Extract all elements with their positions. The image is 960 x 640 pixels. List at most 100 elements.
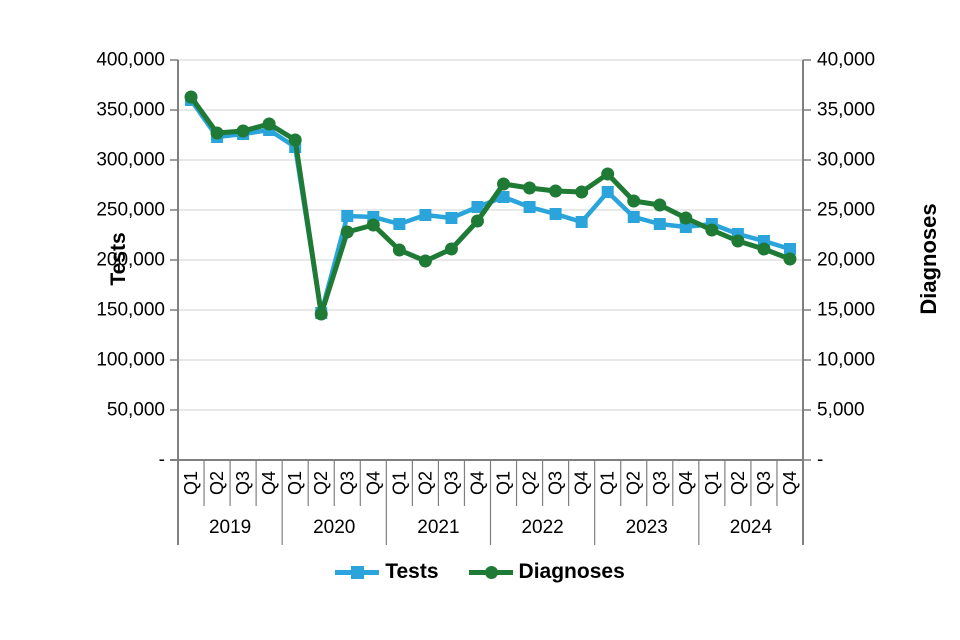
right-axis-tick-label: 35,000 [817, 100, 875, 121]
left-axis-tick-label: 200,000 [96, 250, 165, 271]
quarter-label: Q4 [363, 471, 383, 495]
quarter-label: Q1 [181, 471, 201, 495]
quarter-label: Q4 [780, 471, 800, 495]
diagnoses-marker [288, 133, 302, 147]
diagnoses-marker [470, 214, 484, 228]
left-axis-tick-label: 150,000 [96, 300, 165, 321]
left-axis-tick-label: 350,000 [96, 100, 165, 121]
quarter-label: Q3 [754, 471, 774, 495]
tests-marker [679, 221, 692, 233]
quarter-label: Q1 [285, 471, 305, 495]
left-axis-tick-label: 250,000 [96, 200, 165, 221]
diagnoses-marker [757, 242, 771, 256]
diagnoses-marker [575, 185, 589, 199]
legend-item-tests[interactable]: Tests [335, 560, 439, 584]
tests-marker [523, 201, 536, 213]
diagnoses-marker [418, 254, 432, 268]
tests-marker [341, 210, 354, 222]
left-axis: 400,000 350,000 300,000 250,000 200,000 150,0… [96, 50, 179, 545]
quarter-label: Q4 [259, 471, 279, 495]
quarter-label: Q1 [494, 471, 514, 495]
diagnoses-marker [783, 252, 797, 266]
quarter-label: Q3 [650, 471, 670, 495]
year-label: 2023 [626, 517, 668, 538]
gridlines [178, 59, 803, 411]
diagnoses-marker [653, 198, 667, 212]
diagnoses-marker [340, 225, 354, 239]
tests-marker [575, 216, 588, 228]
quarter-label: Q2 [415, 471, 435, 495]
diagnoses-marker [236, 124, 250, 138]
quarter-label: Q3 [337, 471, 357, 495]
tests-marker [627, 211, 640, 223]
diagnoses-marker [731, 234, 745, 248]
tests-marker [783, 243, 796, 255]
legend-label-tests: Tests [385, 560, 439, 583]
tests-marker [601, 186, 614, 198]
left-axis-tick-label: 400,000 [96, 50, 165, 71]
quarter-label: Q2 [207, 471, 227, 495]
quarter-label: Q3 [233, 471, 253, 495]
quarter-label: Q4 [572, 471, 592, 495]
diagnoses-marker [366, 218, 380, 232]
left-axis-title: Tests [107, 232, 130, 286]
diagnoses-marker [549, 184, 563, 198]
tests-marker [653, 218, 666, 230]
diagnoses-marker [705, 223, 719, 237]
legend: Tests Diagnoses [0, 560, 960, 584]
diagnoses-marker [679, 211, 693, 225]
right-axis-tick-label: - [817, 450, 823, 471]
diagnoses-marker [444, 242, 458, 256]
quarter-label: Q2 [520, 471, 540, 495]
diagnoses-marker [314, 307, 328, 321]
year-label: 2019 [209, 517, 251, 538]
quarter-label: Q2 [624, 471, 644, 495]
tests-legend-marker-icon [335, 565, 380, 579]
quarter-label: Q2 [311, 471, 331, 495]
diagnoses-marker [627, 194, 641, 208]
right-axis: 40,000 35,000 30,000 25,000 20,000 15,000 10,0… [802, 50, 875, 545]
tests-marker [393, 218, 406, 230]
year-label: 2021 [417, 517, 459, 538]
tests-marker [419, 209, 432, 221]
right-axis-tick-label: 25,000 [817, 200, 875, 221]
diagnoses-marker [601, 167, 615, 181]
tests-marker [549, 208, 562, 220]
legend-item-diagnoses[interactable]: Diagnoses [468, 560, 625, 584]
left-axis-tick-label: 50,000 [107, 400, 165, 421]
diagnoses-line [188, 94, 793, 317]
right-axis-tick-label: 15,000 [817, 300, 875, 321]
right-axis-tick-label: 30,000 [817, 150, 875, 171]
left-axis-tick-label: 100,000 [96, 350, 165, 371]
diagnoses-marker [497, 177, 511, 191]
diagnoses-marker [210, 126, 224, 140]
right-axis-tick-label: 20,000 [817, 250, 875, 271]
tests-marker [445, 212, 458, 224]
quarter-label: Q4 [676, 471, 696, 495]
category-axis: Q1 Q2 Q3 Q4 Q1 Q2 Q3 Q4 Q1 Q2 Q3 Q4 Q1 Q2 Q3 Q4 Q1 Q2 Q3 Q4… [170, 459, 803, 545]
quarter-label: Q2 [728, 471, 748, 495]
right-axis-tick-label: 40,000 [817, 50, 875, 71]
quarter-label: Q3 [546, 471, 566, 495]
quarter-label: Q1 [702, 471, 722, 495]
diagnoses-series [184, 90, 797, 321]
diagnoses-marker [392, 243, 406, 257]
year-label: 2022 [521, 517, 563, 538]
legend-label-diagnoses: Diagnoses [518, 560, 625, 583]
quarter-label: Q4 [467, 471, 487, 495]
diagnoses-marker [184, 90, 198, 104]
right-axis-tick-label: 10,000 [817, 350, 875, 371]
tests-marker [497, 191, 510, 203]
right-axis-tick-label: 5,000 [817, 400, 865, 421]
left-axis-tick-label: - [159, 450, 165, 471]
diagnoses-marker [523, 181, 537, 195]
left-axis-tick-label: 300,000 [96, 150, 165, 171]
quarter-label: Q1 [598, 471, 618, 495]
right-axis-title: Diagnoses [916, 203, 941, 315]
year-label: 2024 [730, 517, 773, 538]
quarter-label: Q3 [441, 471, 461, 495]
tests-marker [471, 201, 484, 213]
diagnoses-legend-marker-icon [468, 565, 513, 579]
